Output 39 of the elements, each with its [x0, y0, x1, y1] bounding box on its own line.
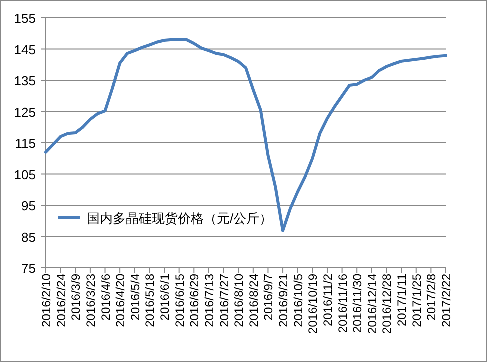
y-tick-label: 105	[14, 167, 36, 182]
x-tick-label: 2016/7/27	[217, 274, 232, 328]
x-tick-label: 2016/12/14	[365, 274, 380, 334]
x-tick-label: 2016/9/7	[262, 274, 276, 321]
x-tick-label: 2016/10/19	[306, 274, 320, 334]
legend-label: 国内多晶硅现货价格（元/公斤）	[87, 211, 273, 226]
x-tick-label: 2016/7/13	[202, 274, 216, 328]
x-tick-label: 2016/6/15	[172, 274, 187, 328]
y-tick-label: 85	[22, 230, 36, 245]
x-tick-label: 2016/9/21	[276, 274, 291, 328]
x-tick-label: 2017/1/25	[410, 274, 424, 328]
y-tick-label: 135	[14, 74, 36, 88]
x-tick-label: 2016/10/5	[291, 274, 306, 328]
x-tick-label: 2016/5/18	[143, 274, 158, 328]
x-tick-label: 2016/12/28	[380, 274, 394, 334]
x-tick-label: 2016/2/10	[40, 274, 54, 328]
y-tick-label: 115	[15, 136, 36, 151]
y-tick-label: 75	[22, 261, 36, 276]
x-tick-label: 2016/11/16	[336, 274, 350, 334]
line-series	[44, 38, 448, 232]
x-tick-label: 2016/11/30	[350, 274, 365, 334]
x-tick-label: 2016/3/9	[69, 274, 84, 321]
y-tick-label: 145	[14, 42, 36, 58]
x-tick-label: 2016/6/1	[158, 274, 172, 321]
x-tick-label: 2016/5/4	[128, 274, 142, 321]
x-tick-label: 2017/2/22	[440, 274, 454, 328]
x-tick-label: 2016/2/24	[54, 274, 68, 328]
y-tick-label: 125	[14, 104, 36, 120]
x-tick-label: 2017/2/8	[424, 274, 439, 321]
x-tick-label: 2016/4/20	[114, 274, 128, 328]
x-tick-label: 2016/11/2	[320, 274, 335, 326]
x-tick-label: 2016/6/29	[188, 274, 202, 328]
x-tick-label: 2016/8/24	[246, 274, 261, 328]
x-tick-label: 2016/8/10	[232, 274, 246, 328]
x-tick-label: 2017/1/11	[395, 274, 410, 326]
y-tick-label: 95	[22, 198, 36, 214]
y-tick-label: 155	[14, 11, 36, 26]
x-tick-label: 2016/3/23	[84, 274, 98, 328]
x-tick-label: 2016/4/6	[98, 274, 113, 321]
